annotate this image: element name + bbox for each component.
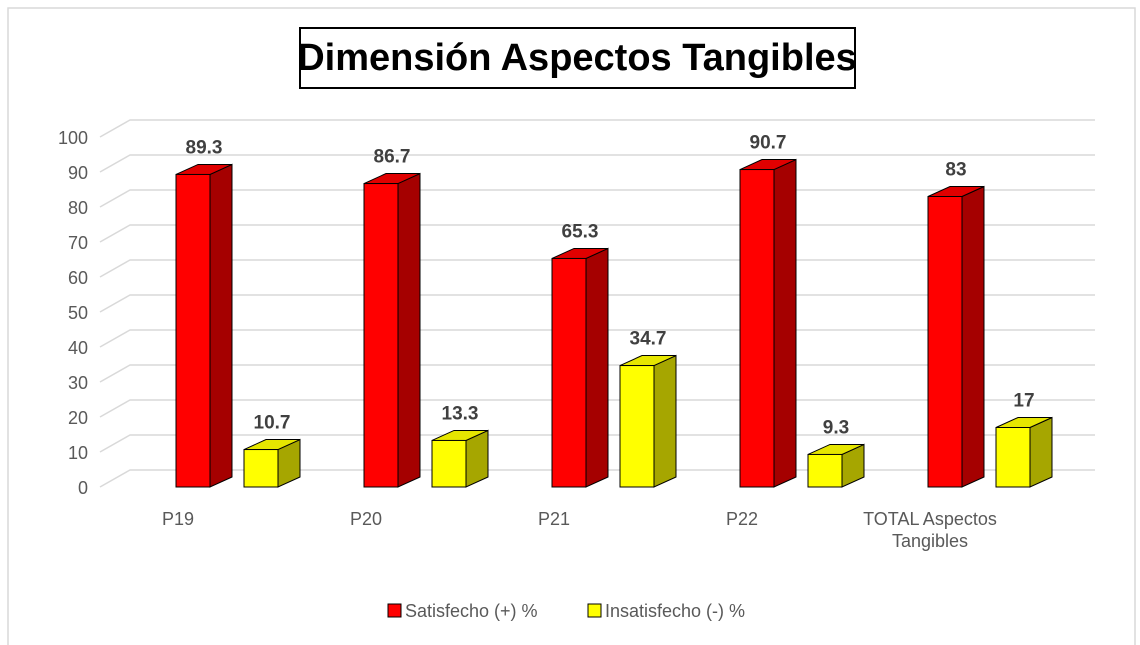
value-label: 86.7 (374, 147, 411, 168)
x-tick-label: TOTAL Aspectos Tangibles (863, 509, 997, 551)
bar (619, 354, 677, 488)
x-tick-label: P21 (537, 509, 571, 529)
value-label: 34.7 (630, 329, 667, 350)
y-tick-label: 80 (68, 198, 88, 218)
bar-front (739, 169, 775, 488)
value-label: 9.3 (823, 417, 849, 438)
y-tick-label: 100 (58, 128, 88, 148)
x-tick-label-box: P21 (537, 509, 571, 529)
value-label: 17 (1013, 391, 1034, 412)
y-tick-label: 70 (68, 233, 88, 253)
bar-side (961, 185, 985, 488)
x-tick-label-box: P20 (349, 509, 383, 529)
y-tick-label: 0 (78, 478, 88, 498)
value-label: 10.7 (254, 413, 291, 434)
x-tick-label: P20 (349, 509, 383, 529)
chart-title: Dimensión Aspectos Tangibles (297, 37, 857, 79)
y-tick-label: 20 (68, 408, 88, 428)
bar (807, 443, 865, 488)
y-tick-label: 50 (68, 303, 88, 323)
value-label: 65.3 (562, 221, 599, 242)
bar-front (807, 453, 843, 488)
bar-side (397, 172, 421, 488)
bar (927, 185, 985, 488)
bar-front (619, 365, 655, 488)
y-tick-label: 60 (68, 268, 88, 288)
bar-front (995, 427, 1031, 488)
bar-side (653, 354, 677, 488)
title-box (299, 27, 856, 89)
legend-label: Satisfecho (+) % (405, 601, 538, 621)
bar-side (1029, 416, 1053, 488)
value-label: 83 (945, 160, 966, 181)
bar-front (363, 183, 399, 488)
x-tick-label-box: TOTAL Aspectos Tangibles (863, 509, 997, 551)
bar-front (175, 173, 211, 488)
bar-side (585, 247, 609, 488)
bar-side (209, 163, 233, 488)
y-tick-label: 30 (68, 373, 88, 393)
bar (243, 438, 301, 488)
bar (551, 247, 609, 488)
y-tick-label: 90 (68, 163, 88, 183)
x-tick-label: P22 (725, 509, 759, 529)
grid-line (99, 154, 1095, 173)
legend-swatch (587, 603, 602, 618)
bar (363, 172, 421, 488)
y-tick-label: 10 (68, 443, 88, 463)
value-label: 89.3 (186, 137, 223, 158)
legend-label: Insatisfecho (-) % (605, 601, 745, 621)
y-tick-label: 40 (68, 338, 88, 358)
legend-swatch (387, 603, 402, 618)
bar-front (243, 449, 279, 488)
bar-front (551, 257, 587, 488)
value-label: 13.3 (442, 403, 479, 424)
bar-front (431, 439, 467, 488)
x-tick-label-box: P19 (161, 509, 195, 529)
bar (431, 429, 489, 488)
bar-front (927, 196, 963, 488)
bar (995, 416, 1053, 488)
bar (175, 163, 233, 488)
chart-border (7, 7, 1136, 645)
bar (739, 158, 797, 488)
x-tick-label-box: P22 (725, 509, 759, 529)
value-label: 90.7 (750, 133, 787, 154)
bar-side (773, 158, 797, 488)
x-tick-label: P19 (161, 509, 195, 529)
grid-line (99, 119, 1095, 138)
